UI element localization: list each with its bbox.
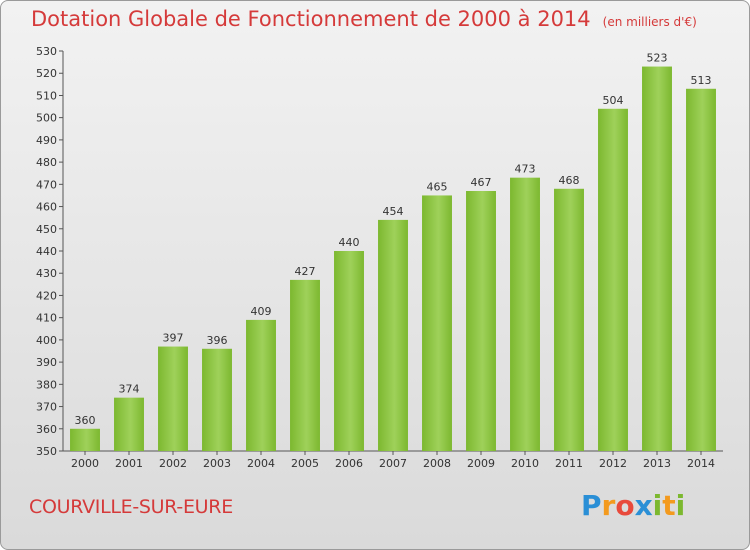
data-label-2006: 440	[339, 236, 360, 249]
y-tick-label: 460	[36, 201, 57, 214]
data-label-2008: 465	[427, 180, 448, 193]
data-label-2012: 504	[603, 94, 624, 107]
x-tick-label-2011: 2011	[555, 457, 583, 470]
x-tick-label-2003: 2003	[203, 457, 231, 470]
bar-2010	[510, 177, 540, 451]
commune-name: COURVILLE-SUR-EURE	[29, 496, 233, 518]
y-tick-label: 410	[36, 312, 57, 325]
proxiti-logo[interactable]: Proxiti	[581, 489, 685, 522]
data-label-2004: 409	[251, 305, 272, 318]
data-label-2014: 513	[691, 74, 712, 87]
x-tick-label-2002: 2002	[159, 457, 187, 470]
x-tick-label-2006: 2006	[335, 457, 363, 470]
bar-2013	[642, 66, 672, 452]
logo-letter: P	[581, 489, 602, 522]
logo-letter: x	[634, 489, 653, 522]
y-tick-label: 420	[36, 289, 57, 302]
value-labels: 360 374 397 396 409 427 440 454 465 467 473 468 504 5…	[75, 52, 712, 427]
y-tick-label: 360	[36, 423, 57, 436]
data-label-2011: 468	[559, 174, 580, 187]
logo-letter: t	[662, 489, 676, 522]
bar-2012	[598, 108, 628, 452]
y-tick-label: 480	[36, 156, 57, 169]
x-tick-label-2010: 2010	[511, 457, 539, 470]
bar-2009	[466, 191, 496, 451]
logo-letter: i	[652, 489, 663, 522]
chart-title: Dotation Globale de Fonctionnement de 20…	[31, 7, 591, 31]
x-tick-label-2009: 2009	[467, 457, 495, 470]
bar-2001	[114, 397, 144, 451]
bars	[70, 66, 716, 452]
x-tick-label-2013: 2013	[643, 457, 671, 470]
y-tick-label: 430	[36, 267, 57, 280]
y-tick-label: 490	[36, 134, 57, 147]
y-tick-label: 350	[36, 445, 57, 458]
logo-letter: i	[675, 489, 686, 522]
bar-2007	[378, 219, 408, 451]
data-label-2005: 427	[295, 265, 316, 278]
x-tick-label-2000: 2000	[71, 457, 99, 470]
bar-2005	[290, 279, 320, 451]
x-tick-label-2001: 2001	[115, 457, 143, 470]
logo-letter: o	[615, 489, 635, 522]
y-tick-label: 380	[36, 378, 57, 391]
logo-letter: r	[601, 489, 616, 522]
data-label-2013: 523	[647, 52, 668, 65]
bar-2006	[334, 251, 364, 451]
data-label-2010: 473	[515, 163, 536, 176]
y-tick-label: 390	[36, 356, 57, 369]
y-tick-label: 530	[36, 45, 57, 58]
data-label-2003: 396	[207, 334, 228, 347]
data-label-2009: 467	[471, 176, 492, 189]
axes: 350 360 370 380 390 400 410 420 430 440 450 460 470 4…	[36, 45, 723, 470]
chart-subtitle: (en milliers d'€)	[602, 15, 697, 29]
bar-2014	[686, 88, 716, 452]
x-tick-label-2012: 2012	[599, 457, 627, 470]
bar-2000	[70, 428, 100, 451]
x-tick-label-2008: 2008	[423, 457, 451, 470]
bar-2003	[202, 348, 232, 451]
y-tick-label: 400	[36, 334, 57, 347]
y-tick-label: 450	[36, 223, 57, 236]
bar-2008	[422, 195, 452, 451]
bar-2002	[158, 346, 188, 451]
x-tick-label-2014: 2014	[687, 457, 715, 470]
bar-2011	[554, 188, 584, 451]
title-row: Dotation Globale de Fonctionnement de 20…	[31, 7, 697, 31]
bar-2004	[246, 319, 276, 451]
y-tick-label: 370	[36, 401, 57, 414]
x-tick-label-2004: 2004	[247, 457, 275, 470]
data-label-2000: 360	[75, 414, 96, 427]
y-tick-label: 500	[36, 112, 57, 125]
y-tick-label: 510	[36, 89, 57, 102]
y-tick-label: 520	[36, 67, 57, 80]
y-tick-label: 470	[36, 178, 57, 191]
data-label-2002: 397	[163, 332, 184, 345]
y-tick-label: 440	[36, 245, 57, 258]
x-tick-label-2005: 2005	[291, 457, 319, 470]
data-label-2001: 374	[119, 383, 140, 396]
data-label-2007: 454	[383, 205, 404, 218]
x-tick-label-2007: 2007	[379, 457, 407, 470]
